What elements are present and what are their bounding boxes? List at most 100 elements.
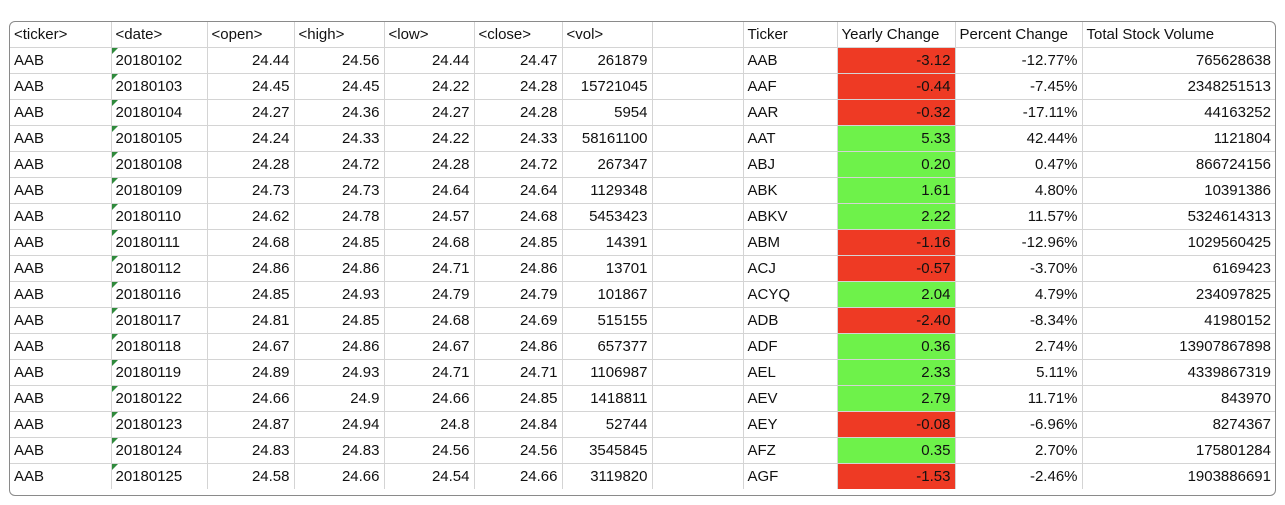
ticker-cell[interactable]: AAB	[10, 359, 112, 386]
close-cell[interactable]: 24.66	[474, 463, 563, 489]
ticker-cell[interactable]: AAB	[10, 463, 112, 489]
open-cell[interactable]: 24.68	[207, 229, 295, 256]
date-cell[interactable]: 20180104	[111, 99, 208, 126]
high-cell[interactable]: 24.93	[294, 281, 385, 308]
low-cell[interactable]: 24.44	[384, 47, 475, 74]
percent-change-cell[interactable]: 5.11%	[955, 359, 1083, 386]
header-ticker[interactable]: <ticker>	[10, 22, 112, 48]
open-cell[interactable]: 24.86	[207, 255, 295, 282]
percent-change-cell[interactable]: 0.47%	[955, 151, 1083, 178]
header-open[interactable]: <open>	[207, 22, 295, 48]
header-ticker-summary[interactable]: Ticker	[743, 22, 838, 48]
high-cell[interactable]: 24.94	[294, 411, 385, 438]
close-cell[interactable]: 24.33	[474, 125, 563, 152]
high-cell[interactable]: 24.83	[294, 437, 385, 464]
ticker-cell[interactable]: AAB	[10, 255, 112, 282]
yearly-change-cell[interactable]: 2.22	[837, 203, 956, 230]
vol-cell[interactable]: 267347	[562, 151, 653, 178]
date-cell[interactable]: 20180109	[111, 177, 208, 204]
vol-cell[interactable]: 3545845	[562, 437, 653, 464]
total-stock-volume-cell[interactable]: 6169423	[1082, 255, 1275, 282]
vol-cell[interactable]: 5954	[562, 99, 653, 126]
percent-change-cell[interactable]: 4.79%	[955, 281, 1083, 308]
open-cell[interactable]: 24.73	[207, 177, 295, 204]
yearly-change-cell[interactable]: 2.79	[837, 385, 956, 412]
total-stock-volume-cell[interactable]: 843970	[1082, 385, 1275, 412]
high-cell[interactable]: 24.85	[294, 307, 385, 334]
ticker-cell[interactable]: AAB	[10, 125, 112, 152]
open-cell[interactable]: 24.66	[207, 385, 295, 412]
empty-cell[interactable]	[652, 437, 744, 464]
empty-cell[interactable]	[652, 22, 744, 48]
close-cell[interactable]: 24.86	[474, 333, 563, 360]
ticker-cell[interactable]: AAB	[10, 281, 112, 308]
total-stock-volume-cell[interactable]: 866724156	[1082, 151, 1275, 178]
total-stock-volume-cell[interactable]: 1029560425	[1082, 229, 1275, 256]
open-cell[interactable]: 24.89	[207, 359, 295, 386]
empty-cell[interactable]	[652, 385, 744, 412]
open-cell[interactable]: 24.83	[207, 437, 295, 464]
percent-change-cell[interactable]: -12.77%	[955, 47, 1083, 74]
vol-cell[interactable]: 3119820	[562, 463, 653, 489]
vol-cell[interactable]: 101867	[562, 281, 653, 308]
total-stock-volume-cell[interactable]: 4339867319	[1082, 359, 1275, 386]
ticker-cell[interactable]: ABJ	[743, 151, 838, 178]
low-cell[interactable]: 24.64	[384, 177, 475, 204]
empty-cell[interactable]	[652, 99, 744, 126]
open-cell[interactable]: 24.45	[207, 73, 295, 100]
empty-cell[interactable]	[652, 307, 744, 334]
date-cell[interactable]: 20180108	[111, 151, 208, 178]
yearly-change-cell[interactable]: -3.12	[837, 47, 956, 74]
vol-cell[interactable]: 261879	[562, 47, 653, 74]
high-cell[interactable]: 24.45	[294, 73, 385, 100]
percent-change-cell[interactable]: -12.96%	[955, 229, 1083, 256]
yearly-change-cell[interactable]: -1.53	[837, 463, 956, 489]
date-cell[interactable]: 20180124	[111, 437, 208, 464]
date-cell[interactable]: 20180123	[111, 411, 208, 438]
percent-change-cell[interactable]: -7.45%	[955, 73, 1083, 100]
low-cell[interactable]: 24.67	[384, 333, 475, 360]
low-cell[interactable]: 24.8	[384, 411, 475, 438]
ticker-cell[interactable]: AAB	[743, 47, 838, 74]
ticker-cell[interactable]: AFZ	[743, 437, 838, 464]
ticker-cell[interactable]: ADF	[743, 333, 838, 360]
total-stock-volume-cell[interactable]: 41980152	[1082, 307, 1275, 334]
low-cell[interactable]: 24.54	[384, 463, 475, 489]
open-cell[interactable]: 24.44	[207, 47, 295, 74]
close-cell[interactable]: 24.84	[474, 411, 563, 438]
open-cell[interactable]: 24.24	[207, 125, 295, 152]
total-stock-volume-cell[interactable]: 2348251513	[1082, 73, 1275, 100]
header-low[interactable]: <low>	[384, 22, 475, 48]
vol-cell[interactable]: 515155	[562, 307, 653, 334]
yearly-change-cell[interactable]: 0.36	[837, 333, 956, 360]
empty-cell[interactable]	[652, 177, 744, 204]
yearly-change-cell[interactable]: -0.08	[837, 411, 956, 438]
percent-change-cell[interactable]: 11.57%	[955, 203, 1083, 230]
ticker-cell[interactable]: AAB	[10, 229, 112, 256]
empty-cell[interactable]	[652, 125, 744, 152]
percent-change-cell[interactable]: -8.34%	[955, 307, 1083, 334]
empty-cell[interactable]	[652, 73, 744, 100]
ticker-cell[interactable]: ABK	[743, 177, 838, 204]
date-cell[interactable]: 20180125	[111, 463, 208, 489]
high-cell[interactable]: 24.86	[294, 255, 385, 282]
yearly-change-cell[interactable]: -1.16	[837, 229, 956, 256]
header-total-stock-volume[interactable]: Total Stock Volume	[1082, 22, 1275, 48]
date-cell[interactable]: 20180103	[111, 73, 208, 100]
ticker-cell[interactable]: AEY	[743, 411, 838, 438]
vol-cell[interactable]: 657377	[562, 333, 653, 360]
close-cell[interactable]: 24.64	[474, 177, 563, 204]
ticker-cell[interactable]: AAB	[10, 307, 112, 334]
ticker-cell[interactable]: AAB	[10, 151, 112, 178]
open-cell[interactable]: 24.87	[207, 411, 295, 438]
open-cell[interactable]: 24.58	[207, 463, 295, 489]
total-stock-volume-cell[interactable]: 13907867898	[1082, 333, 1275, 360]
yearly-change-cell[interactable]: 0.20	[837, 151, 956, 178]
empty-cell[interactable]	[652, 47, 744, 74]
open-cell[interactable]: 24.62	[207, 203, 295, 230]
vol-cell[interactable]: 1106987	[562, 359, 653, 386]
low-cell[interactable]: 24.68	[384, 307, 475, 334]
high-cell[interactable]: 24.66	[294, 463, 385, 489]
low-cell[interactable]: 24.71	[384, 359, 475, 386]
yearly-change-cell[interactable]: 2.04	[837, 281, 956, 308]
